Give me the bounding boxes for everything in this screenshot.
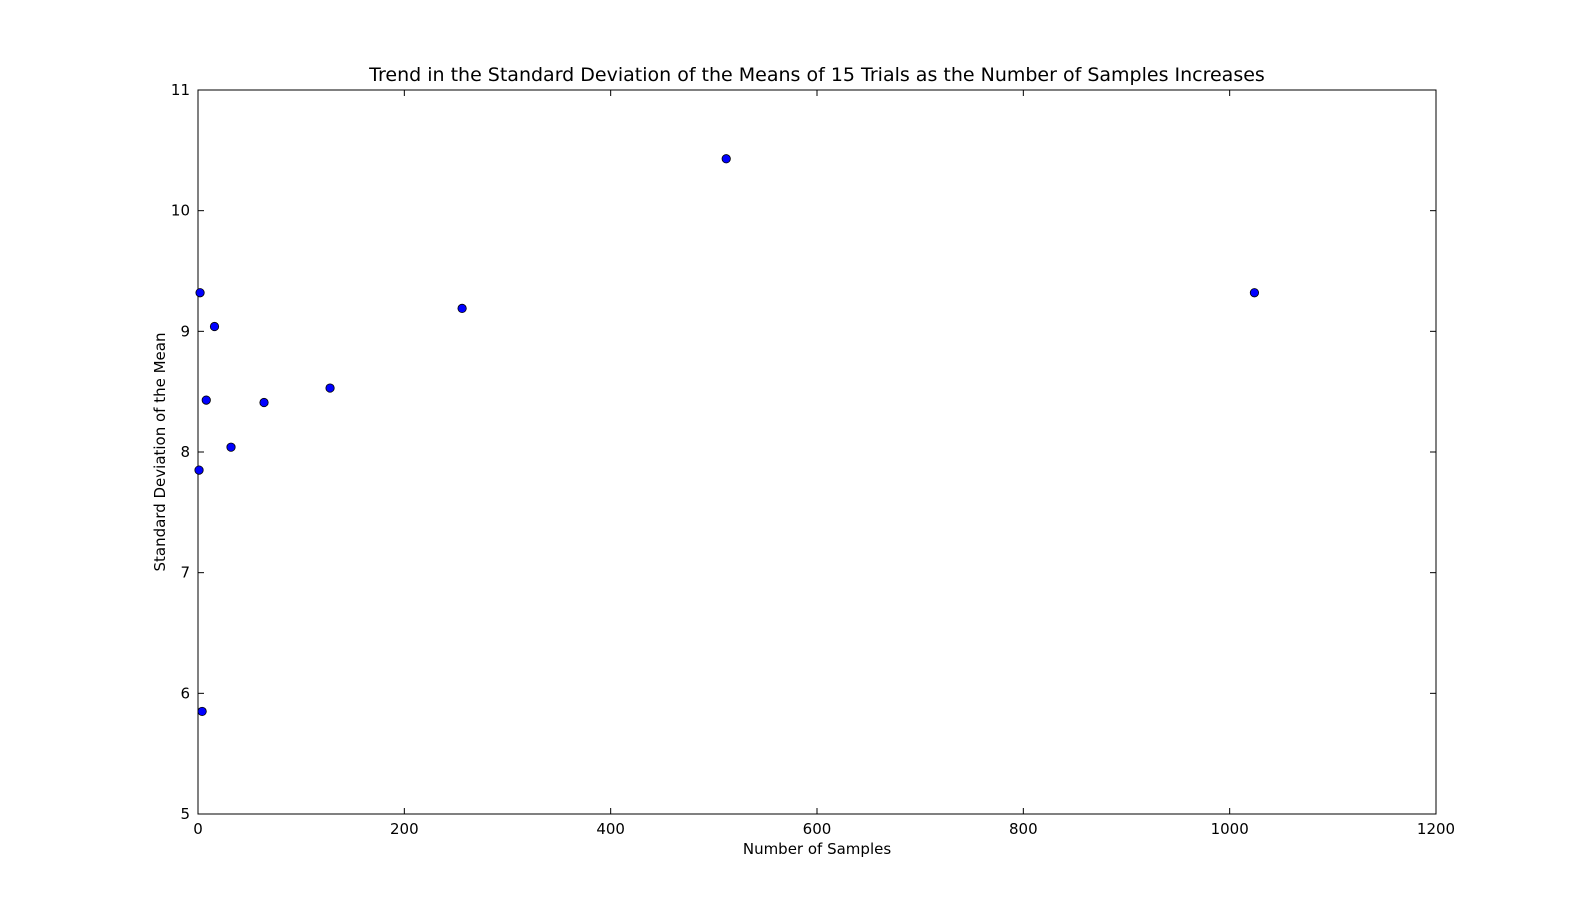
x-tick-label: 200 — [390, 820, 419, 838]
data-point — [201, 395, 211, 405]
plot-area: 0 200 400 600 800 1000 1200 5 6 7 8 9 10 11 — [171, 81, 1455, 838]
x-tick-label: 0 — [193, 820, 203, 838]
y-tick-label: 8 — [180, 443, 190, 461]
x-tick-label: 1000 — [1211, 820, 1249, 838]
plot-frame — [197, 89, 1437, 815]
data-point — [195, 288, 205, 298]
data-point — [197, 706, 207, 717]
data-point — [457, 303, 467, 314]
chart-title: Trend in the Standard Deviation of the M… — [368, 64, 1265, 86]
data-point — [325, 383, 335, 393]
y-tick-label: 11 — [171, 81, 190, 99]
y-tick-label: 7 — [180, 564, 190, 582]
y-tick-label: 5 — [180, 805, 190, 823]
x-tick-label: 600 — [803, 820, 832, 838]
y-axis-label: Standard Deviation of the Mean — [151, 332, 169, 571]
data-point — [226, 442, 236, 452]
y-tick-label: 10 — [171, 202, 190, 220]
data-point — [721, 154, 731, 164]
y-tick-label: 9 — [180, 322, 190, 340]
data-point — [1249, 288, 1260, 298]
y-tick-label: 6 — [180, 684, 190, 702]
x-tick-label: 400 — [596, 820, 625, 838]
data-point — [259, 397, 269, 408]
x-tick-label: 1200 — [1417, 820, 1455, 838]
data-point — [209, 321, 220, 332]
x-tick-label: 800 — [1009, 820, 1038, 838]
x-axis-label: Number of Samples — [743, 840, 891, 858]
data-point — [194, 465, 204, 475]
